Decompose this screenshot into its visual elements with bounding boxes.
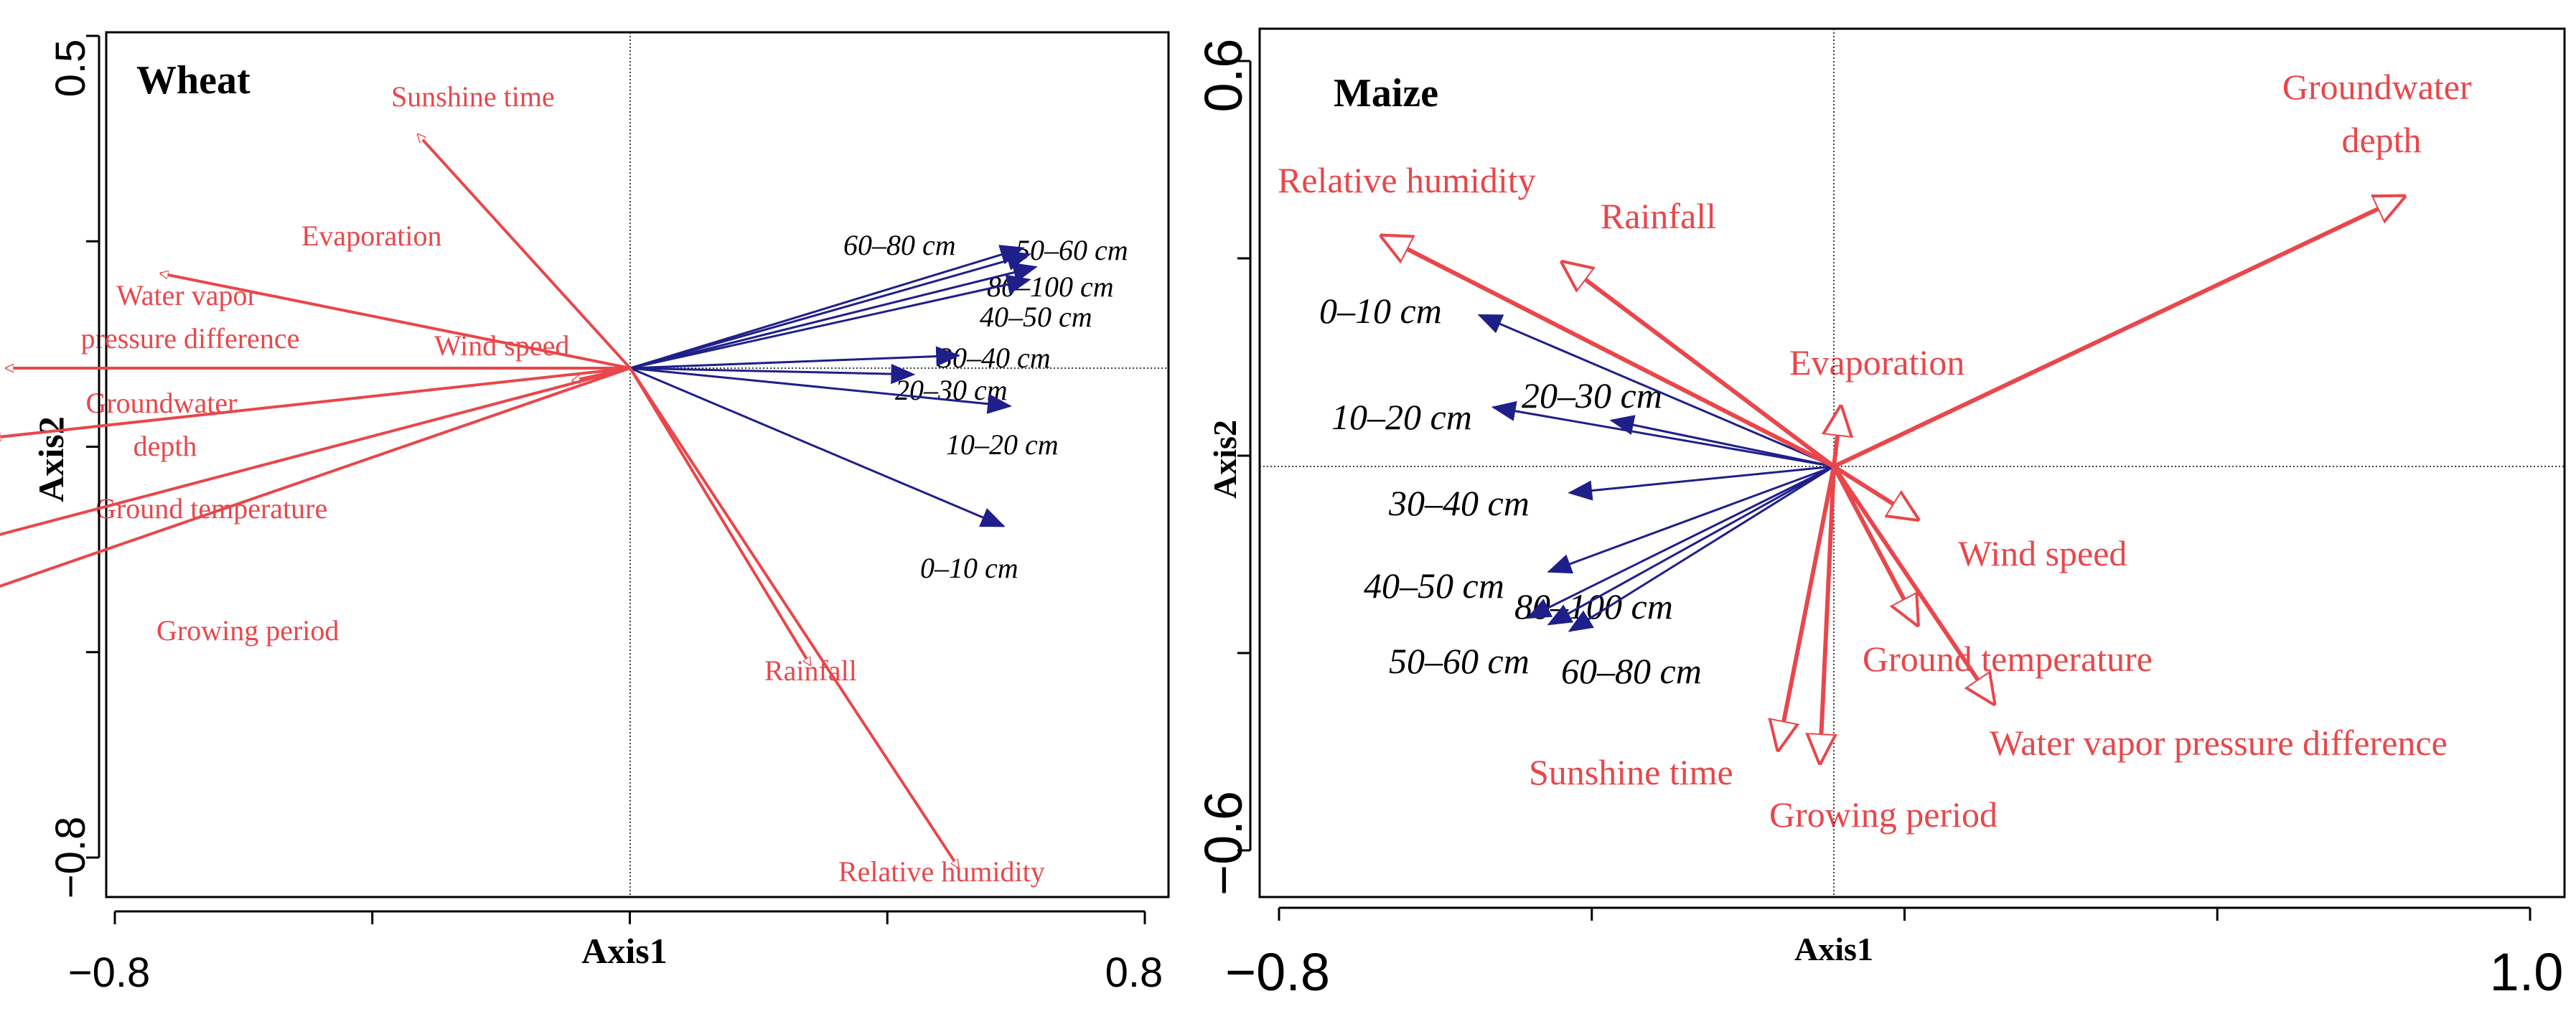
wheat-soil-vector-60-80-cm xyxy=(629,245,1025,370)
maize-plot-frame xyxy=(1258,27,2566,898)
wheat-soil-label-20-30: 20–30 cm xyxy=(895,374,1008,406)
wheat-env-label-sunshine-time: Sunshine time xyxy=(391,80,555,113)
maize-env-label-growing-period: Growing period xyxy=(1769,794,1997,835)
wheat-soil-vector-50-60-cm xyxy=(629,250,1031,370)
wheat-soil-label-40-50: 40–50 cm xyxy=(980,301,1092,333)
maize-env-label-wind-speed: Wind speed xyxy=(1958,533,2127,573)
wheat-panel-title: Wheat xyxy=(136,58,250,103)
maize-soil-label-50-60: 50–60 cm xyxy=(1389,641,1530,681)
maize-soil-label-20-30: 20–30 cm xyxy=(1522,375,1662,416)
maize-env-label-water-vapor: Water vapor pressure difference xyxy=(1990,723,2448,763)
maize-soil-vector-50-60-cm xyxy=(1547,465,1835,626)
wheat-env-label-wind-speed: Wind speed xyxy=(434,329,569,362)
wheat-env-label-growing-period: Growing period xyxy=(156,614,339,647)
wheat-env-label-ground-temperature: Ground temperature xyxy=(95,492,327,525)
maize-env-vector-relative-humidity xyxy=(1382,236,1835,469)
wheat-env-label-groundwater-line2: depth xyxy=(134,430,197,462)
maize-soil-vector-20-30-cm xyxy=(1609,415,1835,468)
wheat-env-vector-rainfall xyxy=(629,367,812,665)
wheat-y-tick-label-max: 0.5 xyxy=(47,39,94,98)
maize-env-vector-sunshine-time xyxy=(1779,466,1836,749)
maize-env-vector-water-vapor-pressure-difference xyxy=(1832,465,1994,703)
wheat-env-vector-ground-temperature xyxy=(0,367,631,536)
wheat-soil-vector-0-10-cm xyxy=(629,367,1006,527)
maize-soil-label-30-40: 30–40 cm xyxy=(1388,483,1530,523)
wheat-soil-label-30-40: 30–40 cm xyxy=(937,342,1051,374)
maize-env-vector-rainfall xyxy=(1563,263,1835,469)
maize-soil-label-10-20: 10–20 cm xyxy=(1331,397,1472,437)
wheat-env-label-water-vapor: Water vapor pressure difference xyxy=(81,279,300,355)
wheat-soil-vector-40-50-cm xyxy=(629,274,1031,370)
maize-soil-vector-80-100-cm xyxy=(1526,465,1835,619)
maize-soil-labels: 0–10 cm 10–20 cm 20–30 cm 30–40 cm 40–50… xyxy=(1319,291,1702,691)
maize-env-label-groundwater-depth: Groundwater depth xyxy=(2282,67,2481,160)
maize-x-tick-label-min: −0.8 xyxy=(1225,942,1330,1002)
wheat-soil-label-0-10: 0–10 cm xyxy=(920,552,1018,584)
maize-soil-label-40-50: 40–50 cm xyxy=(1364,565,1504,606)
maize-env-labels: Groundwater depth Relative humidity Rain… xyxy=(1278,67,2481,835)
maize-env-label-rainfall: Rainfall xyxy=(1601,196,1716,236)
maize-panel-title: Maize xyxy=(1334,71,1438,116)
maize-soil-vector-60-80-cm xyxy=(1568,465,1835,632)
wheat-env-label-rainfall: Rainfall xyxy=(764,654,857,687)
maize-soil-vector-30-40-cm xyxy=(1568,465,1835,501)
wheat-x-tick-label-max: 0.8 xyxy=(1105,949,1163,996)
maize-env-label-groundwater-line1: Groundwater xyxy=(2282,67,2472,107)
maize-env-vector-evaporation xyxy=(1834,408,1841,467)
wheat-env-vector-sunshine-time xyxy=(418,134,632,370)
wheat-soil-vector-10-20-cm xyxy=(629,367,1012,414)
maize-soil-vector-10-20-cm xyxy=(1491,400,1835,468)
wheat-soil-vector-30-40-cm xyxy=(629,346,961,370)
maize-soil-vector-0-10-cm xyxy=(1477,314,1835,468)
wheat-soil-vector-80-100-cm xyxy=(629,262,1038,370)
maize-soil-vector-40-50-cm xyxy=(1547,465,1835,574)
wheat-env-labels: Sunshine time Evaporation Water vapor pr… xyxy=(81,80,1045,888)
wheat-soil-label-10-20: 10–20 cm xyxy=(946,428,1059,461)
wheat-soil-label-50-60: 50–60 cm xyxy=(1016,234,1128,266)
maize-env-label-groundwater-line2: depth xyxy=(2341,120,2421,160)
wheat-soil-vector-20-30-cm xyxy=(629,363,916,385)
wheat-x-axis-title: Axis1 xyxy=(581,931,667,971)
wheat-panel: Wheat Axis1 Axis2 −0.8 0.8 0.5 −0.8 60–8… xyxy=(0,31,1170,996)
wheat-soil-label-60-80: 60–80 cm xyxy=(843,229,956,261)
wheat-x-tick-label-min: −0.8 xyxy=(68,949,151,996)
maize-y-axis-title: Axis2 xyxy=(1207,420,1243,499)
maize-x-axis-title: Axis1 xyxy=(1794,931,1873,967)
maize-env-vector-wind-speed xyxy=(1832,464,1917,519)
wheat-env-vector-relative-humidity xyxy=(629,367,960,868)
maize-env-vector-ground-temperature xyxy=(1832,465,1917,624)
wheat-env-label-relative-humidity: Relative humidity xyxy=(838,855,1045,888)
wheat-plot-frame xyxy=(105,31,1170,898)
maize-soil-label-0-10: 0–10 cm xyxy=(1319,291,1442,331)
wheat-env-label-water-vapor-line1: Water vapor xyxy=(116,279,257,311)
maize-env-vector-growing-period xyxy=(1820,466,1834,763)
wheat-env-vector-evaporation xyxy=(160,273,631,370)
maize-env-label-relative-humidity: Relative humidity xyxy=(1278,160,1536,200)
maize-panel: Maize Axis1 Axis2 −0.8 1.0 0.6 −0.6 0–10… xyxy=(1194,27,2566,1002)
maize-env-label-ground-temperature: Ground temperature xyxy=(1863,639,2153,679)
maize-soil-label-60-80: 60–80 cm xyxy=(1561,651,1702,691)
maize-x-tick-label-max: 1.0 xyxy=(2490,942,2564,1002)
maize-env-label-evaporation: Evaporation xyxy=(1789,342,1964,382)
wheat-env-vector-groundwater-depth xyxy=(0,367,631,438)
wheat-env-vector-growing-period xyxy=(0,367,631,588)
maize-y-tick-label-min: −0.6 xyxy=(1194,791,1253,896)
maize-soil-label-80-100: 80–100 cm xyxy=(1514,586,1673,626)
maize-y-tick-label-max: 0.6 xyxy=(1194,39,1253,113)
wheat-env-label-evaporation: Evaporation xyxy=(301,220,442,252)
maize-env-label-sunshine-time: Sunshine time xyxy=(1529,752,1733,792)
wheat-env-label-water-vapor-line2: pressure difference xyxy=(81,322,300,355)
maize-env-vector-groundwater-depth xyxy=(1832,197,2404,469)
wheat-soil-labels: 60–80 cm 50–60 cm 80–100 cm 40–50 cm 30–… xyxy=(843,229,1128,584)
